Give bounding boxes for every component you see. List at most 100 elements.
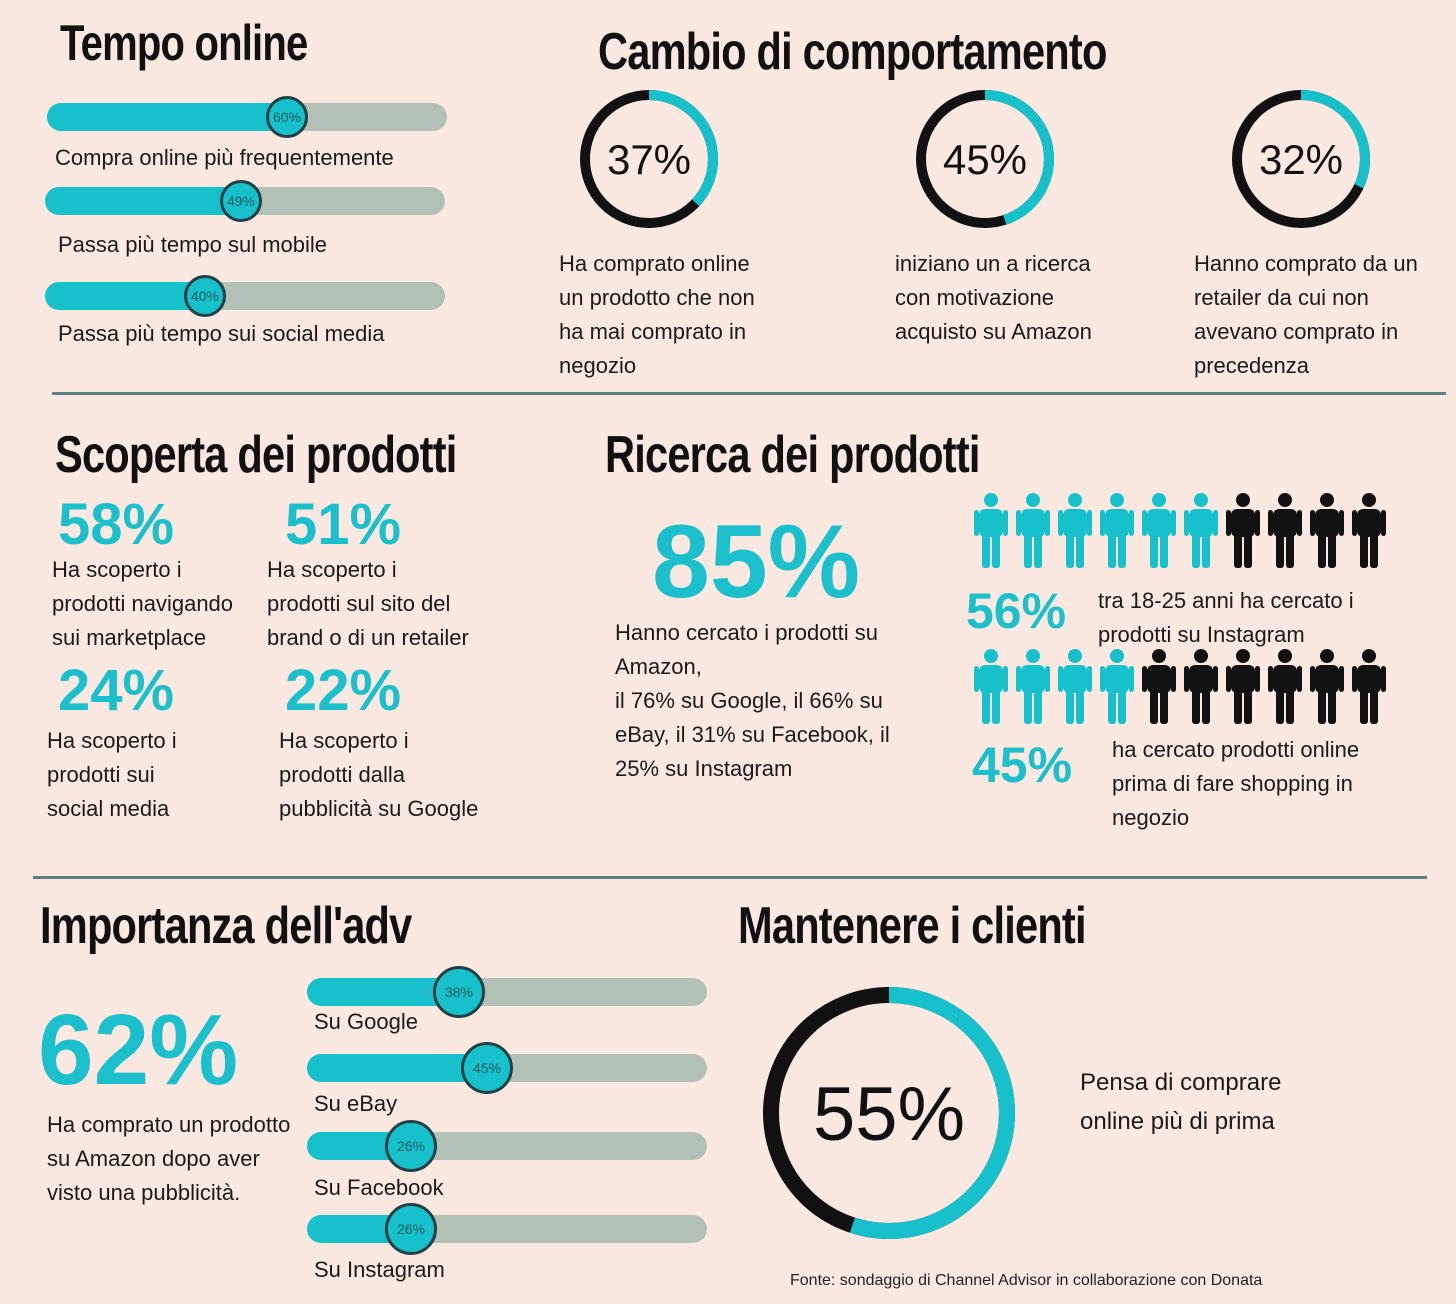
bar-value-label: 60% bbox=[272, 109, 302, 125]
ring-chart: 37% bbox=[580, 90, 718, 228]
pictogram-value: 56% bbox=[966, 583, 1067, 639]
ricerca-caption: Hanno cercato i prodotti su Amazon, il 7… bbox=[615, 616, 890, 786]
caption-line: Ha scoperto i bbox=[52, 557, 182, 582]
caption-line: il 76% su Google, il 66% su bbox=[615, 688, 883, 713]
person-icon bbox=[1184, 493, 1218, 568]
pictogram-caption: ha cercato prodotti online prima di fare… bbox=[1112, 733, 1359, 835]
bar-track bbox=[45, 282, 445, 310]
caption-line: prima di fare shopping in bbox=[1112, 771, 1353, 796]
bar-value-label: 49% bbox=[226, 193, 256, 209]
stat-value: 22% bbox=[285, 658, 402, 723]
stat-caption: Ha scoperto i prodotti navigando sui mar… bbox=[52, 553, 233, 655]
person-icon bbox=[1310, 493, 1344, 568]
pictogram-svg bbox=[974, 493, 1386, 568]
caption-line: social media bbox=[47, 796, 170, 821]
bar-caption: Su eBay bbox=[314, 1091, 398, 1116]
person-icon bbox=[1310, 649, 1344, 724]
caption-line: Hanno cercato i prodotti su bbox=[615, 620, 878, 645]
person-icon bbox=[1100, 493, 1134, 568]
bar-value-label: 40% bbox=[190, 288, 220, 304]
stat-caption: Ha scoperto i prodotti sui social media bbox=[47, 724, 177, 826]
caption-line: negozio bbox=[1112, 805, 1190, 830]
bar-track bbox=[307, 1132, 707, 1160]
caption-line: eBay, il 31% su Facebook, il bbox=[615, 722, 890, 747]
stat-caption: Ha scoperto i prodotti dalla pubblicità … bbox=[279, 724, 478, 826]
stat-value: 24% bbox=[58, 658, 175, 723]
ring-caption: iniziano un a ricerca con motivazione ac… bbox=[895, 247, 1092, 349]
ring-arc bbox=[763, 987, 1015, 1239]
stat-caption: Ha scoperto i prodotti sul sito del bran… bbox=[267, 553, 469, 655]
caption-line: brand o di un retailer bbox=[267, 625, 469, 650]
person-icon bbox=[1268, 649, 1302, 724]
caption-line: sui marketplace bbox=[52, 625, 207, 650]
person-icon bbox=[1058, 649, 1092, 724]
source-note: Fonte: sondaggio di Channel Advisor in c… bbox=[790, 1272, 1263, 1289]
caption-line: prodotti navigando bbox=[52, 591, 234, 616]
caption-line: Ha comprato online bbox=[559, 251, 750, 276]
caption-line: con motivazione bbox=[895, 285, 1054, 310]
section-divider bbox=[52, 392, 1446, 395]
clienti-caption: Pensa di comprare online più di prima bbox=[1080, 1063, 1281, 1141]
caption-line: visto una pubblicità. bbox=[47, 1180, 241, 1205]
ring-caption: Hanno comprato da un retailer da cui non… bbox=[1194, 247, 1418, 383]
caption-line: tra 18-25 anni ha cercato i bbox=[1098, 588, 1354, 613]
stat-value: 51% bbox=[285, 492, 402, 557]
ring-arc bbox=[580, 90, 718, 228]
bar-caption: Passa più tempo sui social media bbox=[58, 321, 385, 346]
ring-chart: 55% bbox=[763, 987, 1015, 1239]
caption-line: negozio bbox=[559, 353, 637, 378]
bar-knob: 60% bbox=[266, 96, 308, 138]
person-icon bbox=[1142, 649, 1176, 724]
bar-fill bbox=[47, 103, 287, 131]
person-icon bbox=[1226, 493, 1260, 568]
people-pictogram bbox=[974, 492, 1394, 570]
people-pictogram bbox=[974, 648, 1394, 726]
caption-line: Amazon, bbox=[615, 654, 702, 679]
ring-label: 37% bbox=[607, 136, 691, 183]
person-icon bbox=[1268, 493, 1302, 568]
clienti-title: Mantenere i clienti bbox=[738, 897, 1087, 955]
caption-line: avevano comprato in bbox=[1194, 319, 1399, 344]
caption-line: Ha scoperto i bbox=[47, 728, 177, 753]
caption-line: prodotti sui bbox=[47, 762, 155, 787]
person-icon bbox=[1100, 649, 1134, 724]
caption-line: precedenza bbox=[1194, 353, 1309, 378]
caption-line: acquisto su Amazon bbox=[895, 319, 1092, 344]
bar-track bbox=[47, 103, 447, 131]
bar-value-label: 26% bbox=[396, 1221, 426, 1237]
adv-big-value: 62% bbox=[38, 994, 239, 1106]
caption-line: pubblicità su Google bbox=[279, 796, 479, 821]
person-icon bbox=[1352, 649, 1386, 724]
caption-line: ha mai comprato in bbox=[559, 319, 747, 344]
bar-fill bbox=[45, 187, 241, 215]
cambio-title: Cambio di comportamento bbox=[598, 23, 1107, 81]
pictogram-caption: tra 18-25 anni ha cercato i prodotti su … bbox=[1098, 584, 1354, 652]
adv-caption: Ha comprato un prodotto su Amazon dopo a… bbox=[47, 1108, 290, 1210]
caption-line: 25% su Instagram bbox=[615, 756, 793, 781]
bar-value-label: 38% bbox=[444, 984, 474, 1000]
caption-line: prodotti dalla bbox=[279, 762, 405, 787]
ring-label: 55% bbox=[813, 1072, 965, 1157]
bar-knob: 38% bbox=[433, 966, 485, 1018]
bar-fill bbox=[45, 282, 205, 310]
ring-caption: Ha comprato online un prodotto che non h… bbox=[559, 247, 755, 383]
person-icon bbox=[1016, 493, 1050, 568]
person-icon bbox=[1184, 649, 1218, 724]
person-icon bbox=[974, 493, 1008, 568]
caption-line: Pensa di comprare bbox=[1080, 1069, 1282, 1096]
bar-track bbox=[307, 978, 707, 1006]
caption-line: Ha scoperto i bbox=[279, 728, 409, 753]
pictogram-svg bbox=[974, 649, 1386, 724]
person-icon bbox=[1352, 493, 1386, 568]
ricerca-title: Ricerca dei prodotti bbox=[605, 426, 980, 484]
bar-knob: 40% bbox=[184, 275, 226, 317]
ring-arc bbox=[1232, 90, 1370, 228]
bar-track bbox=[307, 1215, 707, 1243]
ring-label: 45% bbox=[943, 136, 1027, 183]
adv-title: Importanza dell'adv bbox=[40, 897, 412, 955]
caption-line: su Amazon dopo aver bbox=[47, 1146, 260, 1171]
bar-caption: Compra online più frequentemente bbox=[55, 145, 394, 170]
caption-line: prodotti sul sito del bbox=[267, 591, 451, 616]
ring-label: 32% bbox=[1259, 136, 1343, 183]
ricerca-big-value: 85% bbox=[652, 504, 861, 620]
